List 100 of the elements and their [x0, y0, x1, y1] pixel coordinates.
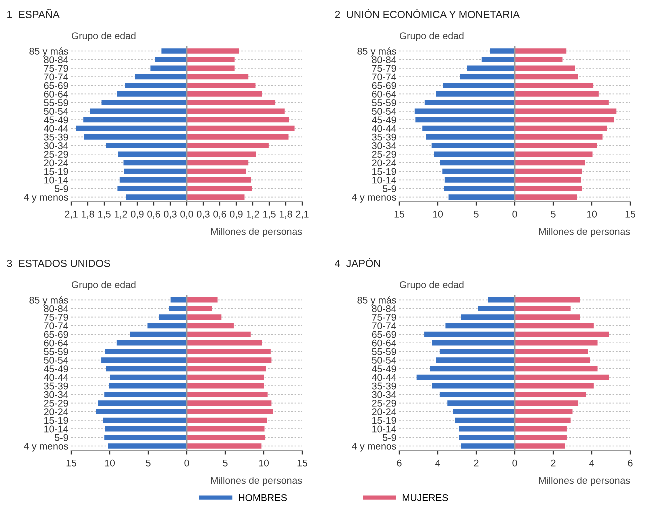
bar [186, 160, 249, 166]
bar [120, 177, 187, 183]
bar [515, 108, 617, 114]
bar [186, 126, 295, 132]
bar [186, 152, 256, 158]
bar [515, 57, 563, 62]
bar [434, 152, 516, 158]
y-tick-label: 75-79 [44, 65, 68, 72]
x-tick-label: 5 [223, 460, 228, 467]
x-tick-label: 5 [551, 211, 556, 218]
x-tick-label: 1,5 [263, 211, 276, 219]
x-tick-label: 4 [590, 460, 594, 467]
x-tick-label: 0 [512, 210, 518, 218]
bar [515, 100, 609, 106]
y-tick-label: 65-69 [372, 331, 396, 338]
bar [515, 374, 610, 380]
bar [467, 66, 516, 72]
y-tick-label: 25-29 [44, 400, 68, 407]
bar [515, 426, 567, 432]
y-tick-label: 5-9 [55, 185, 68, 192]
bar [186, 48, 240, 54]
y-tick-label: 50-54 [372, 108, 396, 116]
bar [186, 92, 262, 97]
x-tick-label: 10 [433, 210, 444, 218]
bar [130, 332, 187, 338]
bar [186, 349, 271, 354]
x-tick-label: 1,2 [114, 210, 128, 219]
bar [424, 332, 516, 338]
bar [440, 392, 516, 398]
bar [186, 358, 272, 363]
bar [515, 366, 598, 372]
bar [416, 117, 516, 123]
bar [102, 358, 187, 363]
y-tick-label: 75-79 [372, 314, 396, 321]
bar [96, 409, 187, 415]
bar [515, 306, 571, 312]
bar [103, 418, 187, 424]
bar [98, 400, 187, 406]
bar [515, 74, 578, 80]
bar [150, 66, 187, 72]
bar [515, 160, 586, 166]
bar [186, 314, 222, 320]
y-tick-label: 30-34 [44, 142, 68, 150]
y-tick-label: 5-9 [55, 434, 68, 442]
x-tick-label: 15 [66, 460, 76, 467]
bar [84, 134, 187, 140]
bar [515, 297, 580, 303]
bar [186, 426, 265, 432]
x-tick-label: 1,5 [98, 211, 111, 219]
bar [186, 82, 256, 88]
y-tick-label: 50-54 [44, 108, 68, 116]
bar [432, 383, 516, 389]
bar [455, 418, 516, 424]
bar [186, 57, 235, 62]
y-tick-label: 60-64 [44, 90, 68, 98]
bar [515, 358, 590, 363]
bar [186, 108, 285, 114]
y-tick-label: 45-49 [44, 116, 68, 124]
y-tick-label: 4 y menos [352, 443, 396, 452]
bar [515, 409, 573, 415]
y-tick-label: 40-44 [44, 125, 68, 132]
y-tick-label: 20-24 [372, 408, 396, 416]
y-axis-title: Grupo de edad [72, 32, 136, 42]
x-tick-label: 1,8 [280, 210, 292, 219]
y-tick-label: 70-74 [372, 74, 396, 81]
y-tick-label: 65-69 [44, 82, 68, 90]
bar [442, 168, 516, 174]
x-tick-label: 10 [587, 210, 598, 218]
y-tick-label: 85 y más [358, 48, 396, 57]
y-tick-label: 75-79 [372, 65, 396, 72]
y-tick-label: 15-19 [372, 168, 396, 176]
x-tick-label: 0,3 [197, 210, 210, 219]
bar [515, 82, 594, 88]
y-tick-label: 80-84 [372, 305, 396, 312]
bar [186, 444, 262, 449]
y-tick-label: 40-44 [372, 125, 396, 132]
bar [515, 152, 593, 158]
bar [186, 374, 264, 380]
y-tick-label: 10-14 [372, 426, 396, 433]
bar [105, 426, 187, 432]
y-tick-label: 35-39 [372, 134, 396, 141]
y-tick-label: 4 y menos [24, 194, 68, 203]
y-tick-label: 40-44 [372, 374, 396, 382]
x-tick-label: 10 [259, 460, 270, 467]
x-tick-label: 2,1 [65, 210, 78, 219]
y-tick-label: 65-69 [372, 82, 396, 90]
bar [118, 186, 187, 192]
x-tick-label: 0 [512, 460, 518, 467]
chart-title: 1 ESPAÑA [8, 9, 60, 18]
x-axis-title: Millones de personas [211, 476, 302, 486]
chart-title: 4 JAPÓN [335, 258, 380, 268]
bar [436, 92, 516, 97]
bar [448, 400, 516, 406]
bar [104, 392, 187, 398]
bar [106, 143, 187, 148]
bar [436, 358, 516, 363]
y-tick-label: 50-54 [372, 357, 396, 364]
bar [444, 186, 516, 192]
y-tick-label: 30-34 [372, 142, 396, 150]
y-tick-label: 4 y menos [24, 443, 68, 452]
